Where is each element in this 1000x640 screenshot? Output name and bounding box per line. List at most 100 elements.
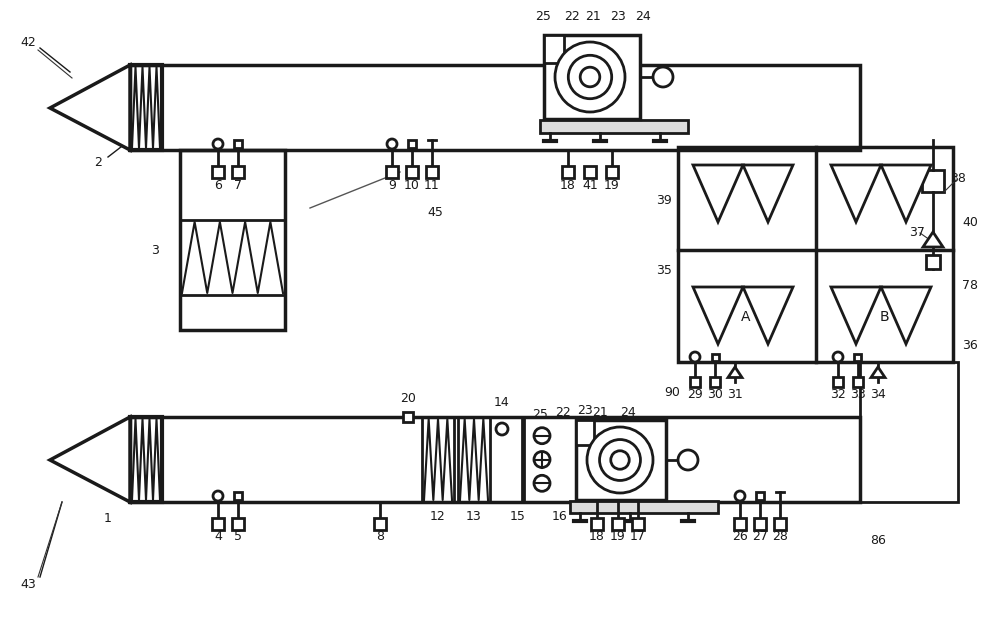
Bar <box>234 140 242 148</box>
Bar <box>180 150 285 330</box>
Circle shape <box>678 450 698 470</box>
Text: 24: 24 <box>620 406 636 419</box>
Circle shape <box>580 67 600 87</box>
Bar <box>544 35 564 63</box>
Text: A: A <box>741 310 751 324</box>
Circle shape <box>587 427 653 493</box>
Text: 20: 20 <box>400 392 416 406</box>
Circle shape <box>611 451 629 469</box>
Bar <box>524 417 586 502</box>
Bar <box>584 166 596 178</box>
Text: 21: 21 <box>585 10 601 22</box>
Bar <box>576 420 666 500</box>
Bar <box>576 420 594 445</box>
Text: 45: 45 <box>427 205 443 218</box>
Text: 37: 37 <box>909 225 925 239</box>
Polygon shape <box>831 165 881 222</box>
Text: 22: 22 <box>555 406 571 419</box>
Polygon shape <box>743 165 793 222</box>
Circle shape <box>735 491 745 501</box>
Text: 15: 15 <box>510 511 526 524</box>
Bar <box>854 353 861 360</box>
Text: 39: 39 <box>656 193 672 207</box>
Polygon shape <box>693 165 743 222</box>
Text: 42: 42 <box>20 35 36 49</box>
Text: 23: 23 <box>577 403 593 417</box>
Text: 2: 2 <box>94 156 102 168</box>
Text: 25: 25 <box>532 408 548 422</box>
Bar <box>232 518 244 530</box>
Text: 10: 10 <box>404 179 420 191</box>
Polygon shape <box>50 417 130 502</box>
Text: 90: 90 <box>664 385 680 399</box>
Text: 33: 33 <box>850 388 866 401</box>
Bar <box>232 166 244 178</box>
Circle shape <box>213 491 223 501</box>
Polygon shape <box>743 287 793 344</box>
Text: 1: 1 <box>104 511 112 525</box>
Bar <box>712 353 718 360</box>
Bar <box>833 377 843 387</box>
Bar <box>612 518 624 530</box>
Circle shape <box>690 352 700 362</box>
Text: 19: 19 <box>604 179 620 191</box>
Text: 36: 36 <box>962 339 978 351</box>
Text: 22: 22 <box>564 10 580 22</box>
Text: 23: 23 <box>610 10 626 22</box>
Text: 16: 16 <box>552 511 568 524</box>
Text: 12: 12 <box>430 511 446 524</box>
Circle shape <box>600 440 640 481</box>
Bar <box>458 417 490 502</box>
Text: 13: 13 <box>466 511 482 524</box>
Circle shape <box>534 428 550 444</box>
Bar <box>922 170 944 192</box>
Text: 34: 34 <box>870 388 886 401</box>
Bar <box>632 518 644 530</box>
Text: 11: 11 <box>424 179 440 191</box>
Bar <box>690 377 700 387</box>
Bar <box>422 417 454 502</box>
Bar <box>540 120 688 133</box>
Bar <box>754 518 766 530</box>
Text: 78: 78 <box>962 278 978 291</box>
Bar <box>710 377 720 387</box>
Circle shape <box>534 451 550 467</box>
Polygon shape <box>831 287 881 344</box>
Text: B: B <box>879 310 889 324</box>
Bar <box>406 166 418 178</box>
Text: 3: 3 <box>151 243 159 257</box>
Bar <box>774 518 786 530</box>
Bar <box>734 518 746 530</box>
Text: 26: 26 <box>732 531 748 543</box>
Bar <box>130 65 860 150</box>
Text: 9: 9 <box>388 179 396 191</box>
Text: 4: 4 <box>214 531 222 543</box>
Bar <box>130 417 162 502</box>
Text: 7: 7 <box>234 179 242 191</box>
Text: 32: 32 <box>830 388 846 401</box>
Bar <box>212 166 224 178</box>
Text: 19: 19 <box>610 531 626 543</box>
Polygon shape <box>881 287 931 344</box>
Text: 18: 18 <box>589 531 605 543</box>
Polygon shape <box>50 65 130 150</box>
Bar <box>212 518 224 530</box>
Text: 25: 25 <box>535 10 551 22</box>
Bar <box>426 166 438 178</box>
Circle shape <box>555 42 625 112</box>
Text: 14: 14 <box>494 396 510 408</box>
Text: 29: 29 <box>687 388 703 401</box>
Polygon shape <box>871 367 885 378</box>
Bar <box>860 362 958 502</box>
Text: 86: 86 <box>870 534 886 547</box>
Bar <box>678 147 953 362</box>
Text: 38: 38 <box>950 172 966 184</box>
Polygon shape <box>728 367 742 378</box>
Bar <box>130 65 162 150</box>
Circle shape <box>387 139 397 149</box>
Text: 40: 40 <box>962 216 978 228</box>
Text: 8: 8 <box>376 531 384 543</box>
Bar <box>408 140 416 148</box>
Text: 41: 41 <box>582 179 598 191</box>
Text: 43: 43 <box>20 579 36 591</box>
